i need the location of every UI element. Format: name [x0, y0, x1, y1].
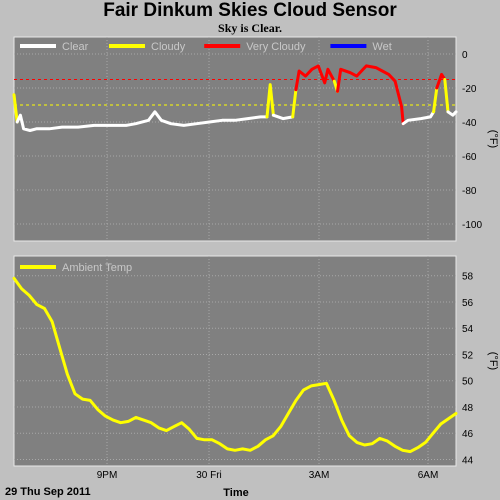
sky-status: Sky is Clear.: [218, 21, 282, 35]
sky-temp-segment-11: [443, 78, 450, 114]
x-tick-label-2: 3AM: [309, 470, 330, 481]
y-tick-label-1-0: 0: [462, 50, 468, 61]
y-tick-label-1-4: -80: [462, 186, 477, 197]
y-tick-label-2-1: 56: [462, 298, 474, 309]
y-tick-label-1-2: -40: [462, 118, 477, 129]
x-tick-label-1: 30 Fri: [196, 470, 222, 481]
sky-temp-segment-1: [15, 110, 269, 132]
sky-temp-segment-8: [401, 110, 436, 126]
sky-temp-segment-10: [435, 72, 447, 90]
y-tick-label-1-3: -60: [462, 152, 477, 163]
y-axis-label-2: (°F): [487, 352, 499, 370]
y-tick-label-2-7: 44: [462, 455, 474, 466]
sky-temp-segment-9: [432, 86, 439, 114]
y-tick-label-1-5: -100: [462, 220, 482, 231]
plot-area-1: [13, 36, 457, 242]
plot-area-2: [13, 255, 457, 467]
y-axis-label-1: (°F): [487, 130, 499, 148]
x-tick-label-3: 6AM: [418, 470, 439, 481]
y-tick-label-2-0: 58: [462, 272, 474, 283]
sky-temp-segment-2: [265, 83, 275, 119]
y-tick-label-1-1: -20: [462, 84, 477, 95]
legend-label-1-3: Wet: [372, 41, 391, 53]
x-tick-label-0: 9PM: [97, 470, 118, 481]
y-tick-label-2-6: 46: [462, 429, 474, 440]
sky-temp-segment-5: [294, 64, 336, 92]
sky-temp-segment-7: [336, 64, 405, 126]
sky-temp-segment-4: [291, 88, 298, 119]
ambient-temp-line-0: [12, 276, 458, 454]
y-tick-label-2-5: 48: [462, 403, 474, 414]
legend-label-1-0: Clear: [62, 41, 89, 53]
legend-label-2-0: Ambient Temp: [62, 262, 132, 274]
legend-label-1-2: Very Cloudy: [246, 41, 306, 53]
footer-date: 29 Thu Sep 2011: [5, 486, 91, 498]
y-tick-label-2-3: 52: [462, 350, 474, 361]
y-tick-label-2-2: 54: [462, 324, 474, 335]
y-tick-label-2-4: 50: [462, 377, 474, 388]
sky-temp-segment-3: [271, 113, 295, 121]
sky-temp-segment-12: [446, 110, 458, 117]
sky-temp-segment-0: [12, 93, 19, 124]
chart-title: Fair Dinkum Skies Cloud Sensor: [103, 0, 397, 21]
x-axis-label: Time: [223, 487, 248, 499]
legend-label-1-1: Cloudy: [151, 41, 186, 53]
